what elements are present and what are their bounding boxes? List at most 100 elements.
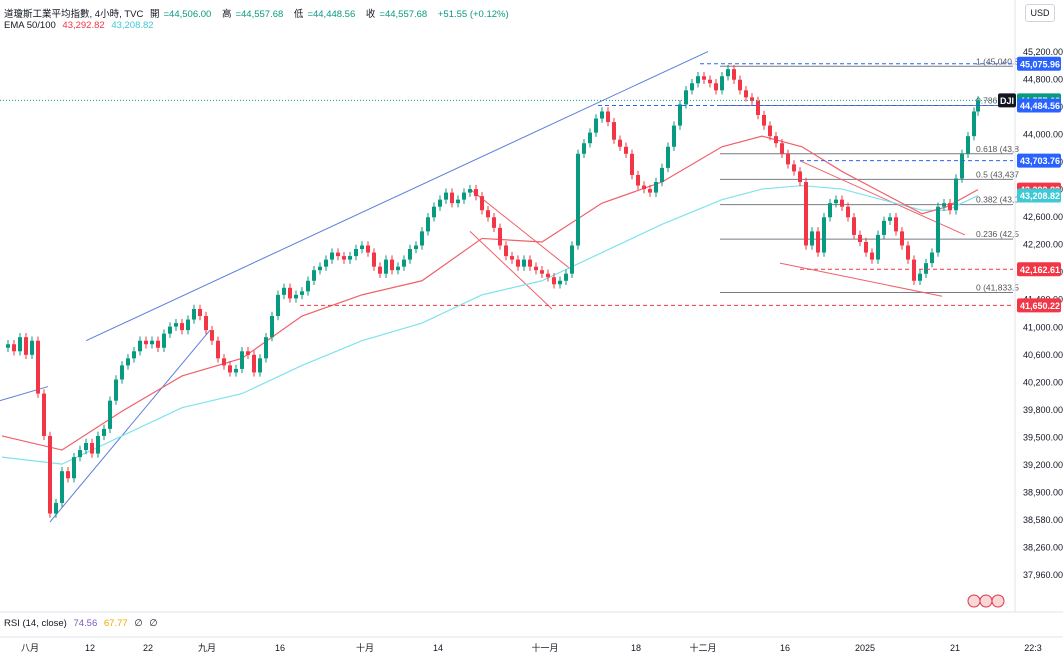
candle-body — [510, 256, 514, 260]
price-axis-tick: 42,200.00 — [1023, 240, 1063, 250]
candle-body — [444, 192, 448, 200]
candle-body — [348, 256, 352, 260]
candle-body — [804, 182, 808, 246]
candle-body — [540, 270, 544, 274]
ohlc-high: 高 =44,557.68 — [221, 9, 284, 20]
candle-body — [582, 143, 586, 154]
price-tag-label: 44,484.56 — [1020, 101, 1060, 111]
fib-level-label: 1 (45,040.8 — [976, 56, 1019, 66]
trend-lines[interactable] — [0, 51, 966, 523]
candle-body — [96, 435, 100, 454]
price-tag-background — [1017, 98, 1061, 113]
currency-button[interactable]: USD — [1025, 4, 1055, 22]
channel-lower-line[interactable] — [469, 231, 553, 310]
candle-body — [936, 206, 940, 253]
candle-body — [600, 111, 604, 119]
fib-level-label: 0.5 (43,437 — [976, 169, 1019, 179]
candle-body — [342, 256, 346, 260]
price-tag-background — [1017, 298, 1061, 313]
candle-body — [684, 90, 688, 105]
candle-body — [588, 132, 592, 144]
candle-body — [480, 196, 484, 211]
candle-body — [498, 227, 502, 246]
candle-body — [810, 231, 814, 246]
candle-body — [954, 178, 958, 211]
candle-body — [840, 199, 844, 207]
candle-body — [396, 266, 400, 271]
candle-body — [708, 79, 712, 84]
candle-body — [420, 231, 424, 246]
rsi-ma-value: 67.77 — [103, 618, 128, 629]
candle-body — [504, 245, 508, 257]
rsi-band-upper: ∅ — [134, 618, 143, 629]
candle-body — [198, 308, 202, 317]
us-flag-event-icon[interactable] — [979, 594, 993, 608]
time-axis[interactable]: 八月 12 22 九月 16 十月 14 十一月 18 十二月 16 2025 21 22:3 — [21, 642, 1042, 653]
candle-body — [306, 280, 310, 292]
price-axis-tick: 45,200.00 — [1023, 47, 1063, 57]
candle-body — [42, 393, 46, 436]
candle-body — [438, 199, 442, 207]
symbol-title: 道瓊斯工業平均指數, 4小時, TVC — [4, 9, 144, 20]
candle-body — [594, 118, 598, 133]
ema50-value: 43,292.82 — [62, 20, 105, 31]
candle-body — [402, 259, 406, 267]
horizontal-levels[interactable] — [0, 63, 1013, 306]
candle-body — [180, 323, 184, 331]
price-tag-label: 43,208.82 — [1020, 191, 1060, 201]
time-axis-tick: 十一月 — [531, 642, 558, 653]
candle-body — [876, 234, 880, 260]
candle-body — [882, 220, 886, 235]
candle-body — [762, 115, 766, 126]
candle-body — [24, 337, 28, 355]
ema-label: EMA 50/100 — [4, 20, 56, 31]
time-axis-tick: 十月 — [356, 642, 374, 653]
events-icons[interactable] — [967, 594, 1005, 608]
candle-body — [378, 266, 382, 274]
candle-body — [744, 90, 748, 98]
candle-body — [852, 217, 856, 235]
us-flag-event-icon[interactable] — [991, 594, 1005, 608]
channel-upper-line[interactable] — [469, 188, 573, 271]
price-tag-label: 43,703.76 — [1020, 156, 1060, 166]
ema-legend[interactable]: EMA 50/100 43,292.82 43,208.82 — [4, 20, 158, 31]
candle-body — [690, 83, 694, 91]
candle-body — [756, 100, 760, 116]
support-trendline[interactable] — [49, 329, 211, 523]
candle-body — [54, 502, 58, 514]
wedge-lower-line[interactable] — [779, 262, 943, 297]
candle-body — [384, 259, 388, 274]
time-axis-tick: 九月 — [198, 643, 216, 653]
candle-body — [462, 192, 466, 200]
candle-body — [888, 217, 892, 221]
candle-body — [90, 442, 94, 454]
candle-body — [966, 136, 970, 154]
time-axis-tick: 16 — [275, 643, 285, 653]
price-tags: 45,075.9644,557.68DJI44,484.5643,703.764… — [998, 56, 1061, 313]
candle-body — [474, 189, 478, 197]
price-axis-tick: 37,960.00 — [1023, 570, 1063, 580]
price-axis-tick: 38,580.00 — [1023, 515, 1063, 525]
candle-body — [36, 340, 40, 394]
candle-body — [960, 153, 964, 179]
time-axis-tick: 18 — [631, 643, 641, 653]
rising-trendline[interactable] — [85, 51, 709, 342]
us-flag-event-icon[interactable] — [967, 594, 981, 608]
candle-body — [522, 259, 526, 267]
candlesticks — [6, 64, 980, 518]
candle-body — [558, 280, 562, 285]
candle-body — [60, 471, 64, 503]
candle-body — [48, 435, 52, 514]
candle-body — [486, 210, 490, 218]
candle-body — [534, 266, 538, 271]
candle-body — [696, 76, 700, 84]
candle-body — [150, 340, 154, 345]
time-axis-tick: 12 — [85, 643, 95, 653]
price-tag-label: 45,075.96 — [1020, 59, 1060, 69]
candle-body — [516, 259, 520, 267]
candle-body — [942, 203, 946, 207]
price-tag-background — [1017, 262, 1061, 277]
rsi-legend[interactable]: RSI (14, close) 74.56 67.77 ∅ ∅ — [4, 618, 162, 629]
candle-body — [390, 259, 394, 271]
